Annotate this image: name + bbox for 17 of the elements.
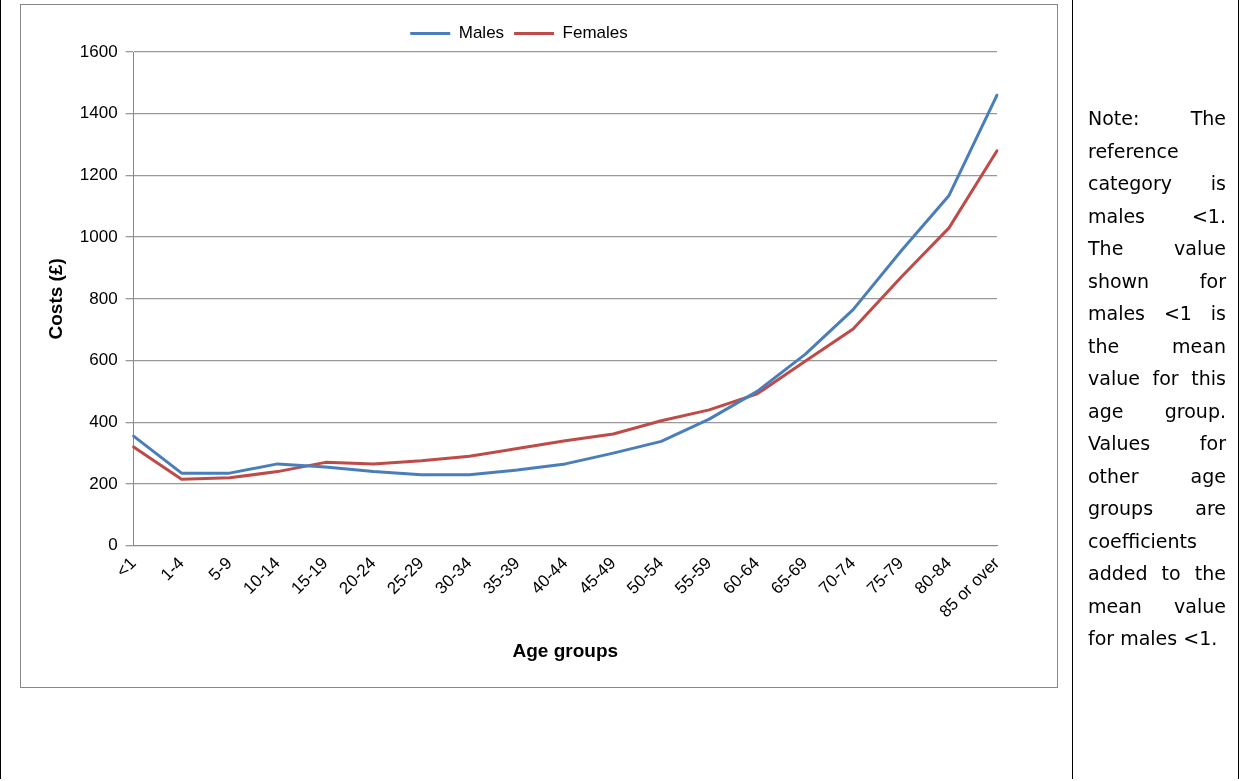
- legend-label: Males: [458, 23, 505, 43]
- text: Note: The reference category is males <1. The value shown for males <1 is the mean value for this age group. Values for other age groups are coefficients added to the mean value for males <1.: [1088, 107, 1226, 649]
- y-tick-label: 1600: [79, 41, 118, 61]
- y-tick-label: 1200: [79, 165, 118, 185]
- y-axis-title: Costs (£): [44, 258, 66, 340]
- y-tick-label: 1400: [79, 103, 118, 123]
- y-tick-label: 600: [89, 350, 118, 370]
- x-tick-label: 5-9: [204, 553, 236, 585]
- legend-label: Females: [562, 23, 628, 43]
- x-tick-label: <1: [112, 553, 140, 581]
- x-axis-title: Age groups: [512, 639, 619, 661]
- y-tick-label: 800: [89, 288, 118, 308]
- y-tick-label: 0: [108, 535, 118, 555]
- x-tick-label: 1-4: [156, 553, 188, 585]
- y-tick-label: 200: [89, 473, 118, 493]
- y-tick-label: 400: [89, 411, 118, 431]
- y-tick-label: 1000: [79, 226, 118, 246]
